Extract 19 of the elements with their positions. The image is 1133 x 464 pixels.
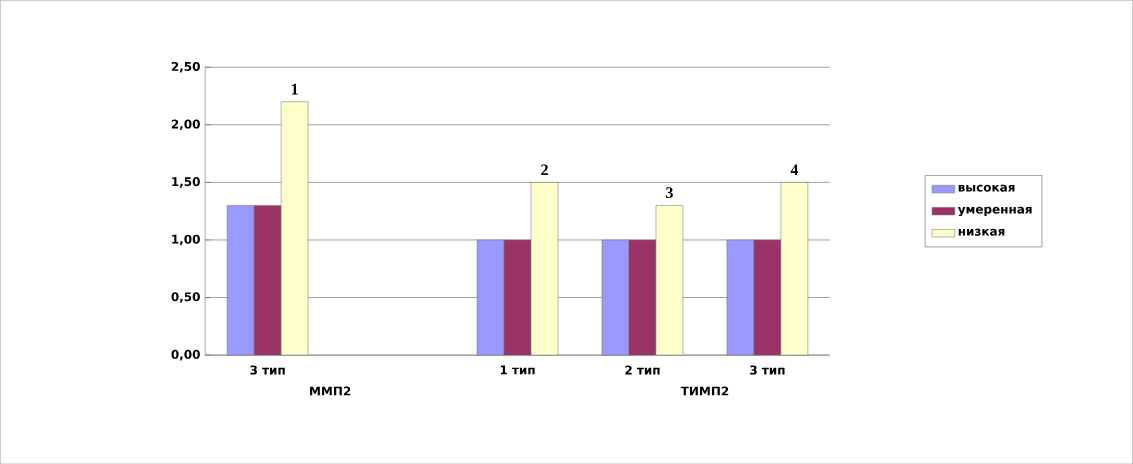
annotation: 1	[291, 83, 298, 95]
y-tick-label: 0,00	[171, 349, 200, 361]
x-tick-label: 2 тип	[625, 365, 660, 375]
annotation: 4	[790, 164, 799, 175]
text: ТИМП2	[680, 386, 729, 396]
x-tick-label: 3 тип	[250, 365, 285, 375]
x-tick-label: 1 тип	[500, 365, 535, 375]
y-tick-label: 1,00	[172, 234, 200, 246]
legend-label: низкая	[958, 228, 1005, 236]
x-tick-label: 3 тип	[750, 365, 785, 375]
legend-label: умеренная	[957, 206, 1032, 216]
text: ММП2	[310, 386, 351, 396]
y-tick-label: 0,50	[171, 292, 200, 303]
annotation: 3	[666, 187, 673, 198]
annotation: 2	[541, 164, 548, 175]
y-tick-label: 2,00	[171, 119, 200, 130]
legend-label: высокая	[958, 184, 1015, 192]
y-tick-label: 1,50	[172, 176, 200, 188]
y-tick-label: 2,50	[171, 61, 200, 73]
